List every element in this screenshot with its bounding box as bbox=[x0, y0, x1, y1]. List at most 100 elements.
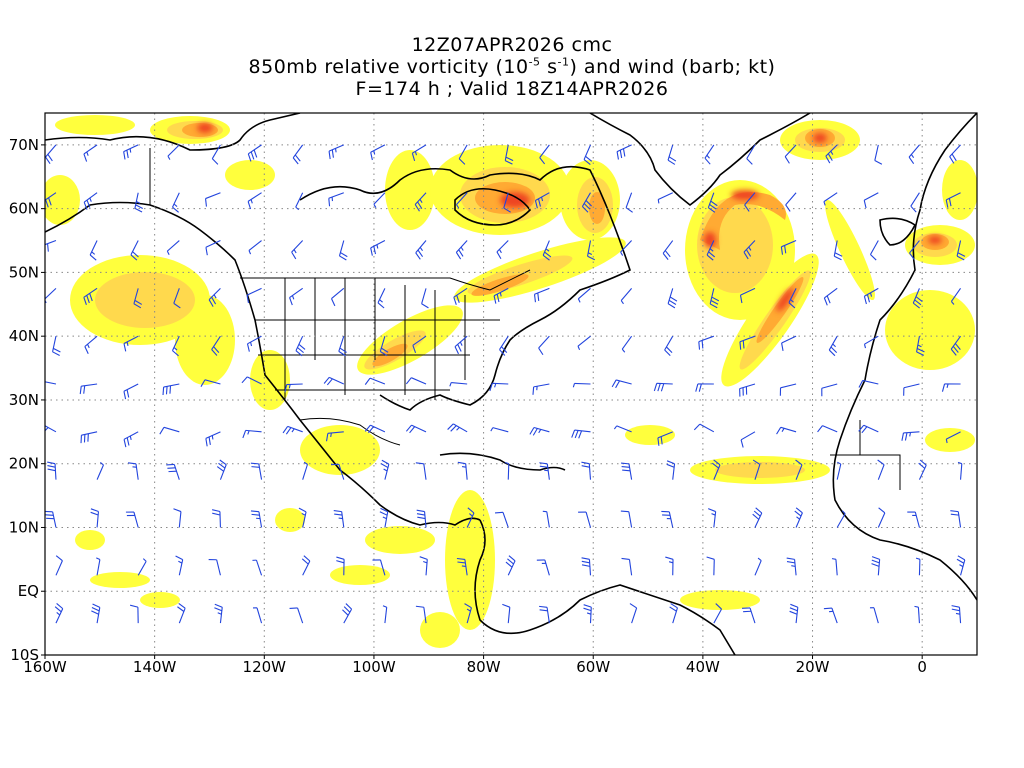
wind-barb bbox=[248, 240, 262, 255]
wind-barb bbox=[464, 603, 472, 624]
title-line-3: F=174 h ; Valid 18Z14APR2026 bbox=[355, 78, 669, 100]
wind-barb bbox=[534, 192, 550, 209]
title-exponent-2: -1 bbox=[557, 55, 570, 69]
title-line-1: 12Z07APR2026 cmc bbox=[411, 34, 613, 56]
wind-barb bbox=[411, 144, 427, 162]
wind-barb bbox=[706, 240, 716, 261]
wind-barb bbox=[707, 508, 717, 528]
wind-barb bbox=[581, 192, 592, 213]
wind-barb bbox=[291, 240, 304, 260]
longitude-labels: 160W 140W 120W 100W 80W 60W 40W 20W 0 bbox=[23, 655, 927, 676]
wind-barb bbox=[914, 605, 920, 624]
longitude-label: 40W bbox=[686, 658, 720, 676]
wind-barb bbox=[490, 427, 509, 433]
wind-barb bbox=[336, 556, 345, 576]
wind-barb bbox=[664, 335, 674, 357]
wind-barb bbox=[449, 381, 468, 387]
caribbean-islands bbox=[439, 452, 566, 471]
wind-barb bbox=[915, 557, 921, 576]
latitude-label: 50N bbox=[9, 263, 39, 281]
wind-barb bbox=[578, 511, 592, 528]
coastlines bbox=[45, 113, 977, 655]
wind-barb bbox=[739, 383, 756, 397]
wind-barb bbox=[823, 287, 838, 306]
wind-barb bbox=[945, 431, 961, 444]
wind-barb bbox=[536, 559, 550, 576]
wind-barb bbox=[45, 240, 57, 253]
wind-barb bbox=[611, 379, 632, 389]
wind-barb bbox=[330, 463, 345, 480]
wind-barb bbox=[739, 335, 756, 350]
wind-barb bbox=[863, 335, 879, 349]
wind-barb bbox=[208, 287, 221, 307]
latitude-label: 10N bbox=[9, 518, 39, 536]
wind-barb bbox=[713, 603, 723, 624]
title-line-2-pre: 850mb relative vorticity (10 bbox=[248, 56, 529, 78]
wind-barb bbox=[836, 510, 846, 528]
wind-barb bbox=[328, 192, 344, 207]
wind-barb bbox=[620, 240, 633, 256]
wind-barb bbox=[212, 509, 221, 528]
wind-barb bbox=[794, 507, 803, 528]
wind-barb bbox=[79, 383, 98, 395]
wind-barb bbox=[123, 383, 139, 400]
wind-barb bbox=[505, 555, 516, 576]
wind-barb bbox=[493, 287, 509, 304]
wind-barb bbox=[869, 240, 879, 261]
wind-barb bbox=[456, 557, 468, 576]
wind-barb bbox=[96, 557, 101, 576]
wind-barb bbox=[45, 144, 57, 164]
wind-barb bbox=[858, 424, 879, 434]
wind-barb bbox=[447, 423, 468, 433]
wind-barb bbox=[289, 287, 303, 306]
wind-barb bbox=[657, 192, 673, 204]
wind-barb bbox=[788, 288, 797, 309]
wind-barb bbox=[175, 555, 184, 576]
wind-barb bbox=[752, 459, 761, 480]
longitude-label: 160W bbox=[23, 658, 67, 676]
political-boundaries bbox=[149, 148, 901, 490]
wind-barb bbox=[173, 288, 181, 309]
wind-barb bbox=[123, 144, 139, 160]
wind-barb bbox=[415, 605, 427, 624]
wind-barb bbox=[789, 603, 799, 624]
wind-barb bbox=[532, 383, 550, 395]
wind-barb bbox=[744, 192, 756, 212]
wind-barb bbox=[379, 507, 389, 528]
wind-barb bbox=[739, 287, 756, 304]
wind-barb bbox=[908, 144, 920, 164]
wind-barb bbox=[539, 144, 550, 165]
north-america-east-coast bbox=[299, 165, 631, 411]
wind-barb bbox=[289, 607, 304, 624]
wind-barb bbox=[667, 144, 677, 165]
wind-barb bbox=[134, 192, 144, 213]
wind-barb bbox=[173, 508, 182, 528]
wind-barb bbox=[380, 459, 390, 480]
wind-barb bbox=[502, 603, 511, 624]
wind-barb bbox=[414, 192, 427, 212]
wind-barb bbox=[874, 144, 883, 165]
pacific-coast bbox=[45, 201, 481, 526]
wind-barb bbox=[250, 510, 263, 528]
wind-barb bbox=[581, 461, 592, 480]
wind-barb bbox=[45, 510, 57, 528]
wind-barb bbox=[949, 144, 961, 164]
map-frame bbox=[44, 112, 978, 656]
wind-barbs bbox=[45, 144, 966, 624]
wind-barb bbox=[377, 288, 386, 309]
wind-barb bbox=[242, 429, 262, 439]
wind-barb bbox=[583, 144, 593, 165]
wind-barb bbox=[364, 377, 386, 385]
wind-barb bbox=[83, 192, 98, 210]
wind-barb bbox=[542, 240, 552, 261]
wind-barb bbox=[693, 423, 715, 433]
wind-barb bbox=[205, 431, 221, 447]
wind-barb bbox=[412, 335, 427, 353]
wind-barb bbox=[583, 604, 592, 624]
wind-barb bbox=[665, 556, 674, 576]
longitude-label: 100W bbox=[352, 658, 396, 676]
wind-barb bbox=[166, 463, 180, 480]
wind-barb bbox=[405, 424, 427, 434]
wind-barb bbox=[863, 192, 879, 209]
wind-barb bbox=[419, 556, 428, 576]
